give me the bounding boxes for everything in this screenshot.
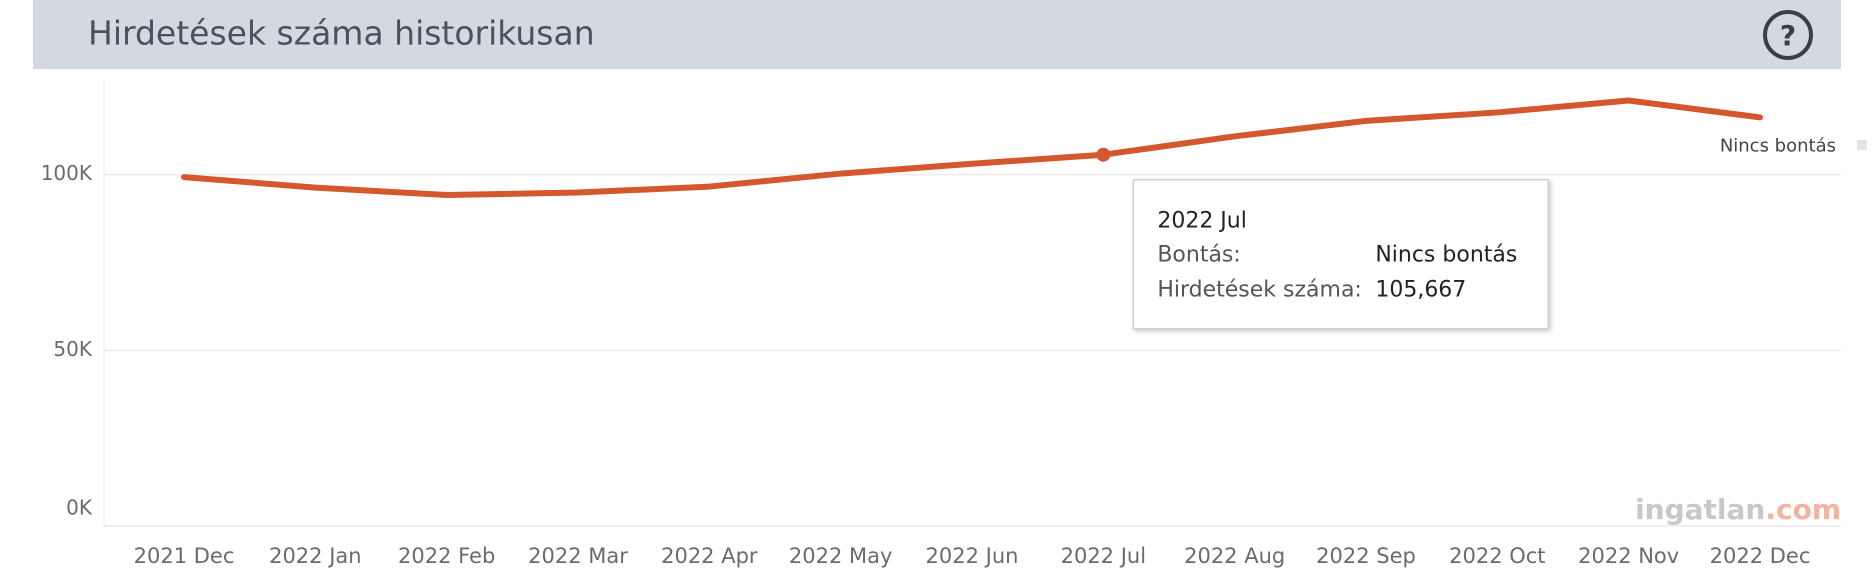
tooltip-title: 2022 Jul xyxy=(1157,209,1247,234)
help-button[interactable]: ? xyxy=(1763,10,1813,60)
y-tick-label: 50K xyxy=(53,337,92,361)
y-tick-label: 100K xyxy=(41,161,93,185)
tooltip-label: Bontás: xyxy=(1157,243,1240,268)
tooltip-value: Nincs bontás xyxy=(1375,243,1517,268)
x-tick-label: 2022 Sep xyxy=(1316,544,1416,568)
tooltip-label: Hirdetések száma: xyxy=(1157,278,1362,303)
y-tick-label: 0K xyxy=(66,496,93,520)
help-icon[interactable]: ? xyxy=(1780,19,1796,52)
series-end-label: Nincs bontás xyxy=(1720,135,1836,156)
x-tick-label: 2022 May xyxy=(789,544,893,568)
watermark-part: .com xyxy=(1765,493,1841,526)
tooltip: 2022 Jul Bontás: Nincs bontás Hirdetések sz… xyxy=(1132,178,1550,330)
legend-swatch xyxy=(1857,140,1867,150)
line-series xyxy=(181,97,1763,199)
x-tick-label: 2022 Jun xyxy=(926,544,1019,568)
header-bar xyxy=(33,0,1841,69)
watermark-part: ingatlan xyxy=(1635,493,1765,526)
watermark: ingatlan.com xyxy=(1635,493,1841,526)
tooltip-box xyxy=(1132,178,1550,330)
x-tick-label: 2022 Apr xyxy=(661,544,758,568)
help-circle[interactable] xyxy=(1763,10,1813,60)
x-tick-label: 2022 Feb xyxy=(398,544,495,568)
x-tick-label: 2022 Oct xyxy=(1449,544,1545,568)
header-title: Hirdetések száma historikusan xyxy=(88,14,595,53)
x-tick-label: 2022 Jan xyxy=(269,544,362,568)
x-tick-label: 2021 Dec xyxy=(134,544,235,568)
x-tick-label: 2022 Mar xyxy=(528,544,628,568)
x-tick-label: 2022 Aug xyxy=(1184,544,1285,568)
x-tick-label: 2022 Jul xyxy=(1061,544,1146,568)
hover-point xyxy=(1096,147,1111,162)
x-tick-label: 2022 Nov xyxy=(1578,544,1679,568)
tooltip-value: 105,667 xyxy=(1375,278,1466,303)
x-tick-label: 2022 Dec xyxy=(1710,544,1811,568)
